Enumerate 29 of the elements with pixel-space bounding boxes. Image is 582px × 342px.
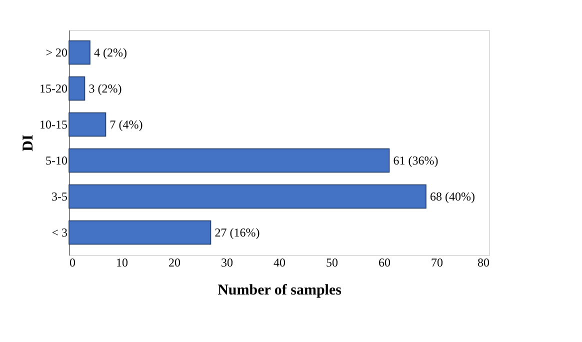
data-label: 61 (36%) [393, 154, 438, 168]
y-tick-label: 3-5 [52, 190, 68, 204]
x-tick-label: 70 [431, 256, 443, 270]
data-label: 27 (16%) [214, 226, 260, 240]
bar [68, 220, 212, 245]
bar [68, 112, 106, 137]
y-tick-label: 15-20 [40, 82, 68, 96]
x-tick-label: 60 [378, 256, 390, 270]
x-tick-label: 40 [274, 256, 286, 270]
x-tick-label: 30 [221, 256, 233, 270]
y-tick-label: < 3 [52, 226, 68, 240]
x-tick-label: 0 [70, 256, 76, 270]
data-label: 3 (2%) [88, 82, 122, 96]
x-axis-title: Number of samples [218, 282, 342, 298]
bar [68, 184, 426, 209]
x-tick-label: 20 [168, 256, 180, 270]
x-tick-label: 10 [116, 256, 128, 270]
y-tick-label: 5-10 [46, 154, 68, 168]
y-tick-label: > 20 [46, 46, 68, 60]
bar [68, 40, 90, 65]
y-axis-title: DI [20, 134, 37, 152]
bar [68, 76, 86, 101]
data-label: 7 (4%) [110, 118, 143, 132]
y-tick-label: 10-15 [40, 118, 68, 132]
data-label: 68 (40%) [430, 190, 475, 204]
bar [68, 148, 390, 173]
x-tick-label: 80 [478, 256, 490, 270]
x-tick-label: 50 [326, 256, 338, 270]
data-label: 4 (2%) [94, 46, 127, 60]
